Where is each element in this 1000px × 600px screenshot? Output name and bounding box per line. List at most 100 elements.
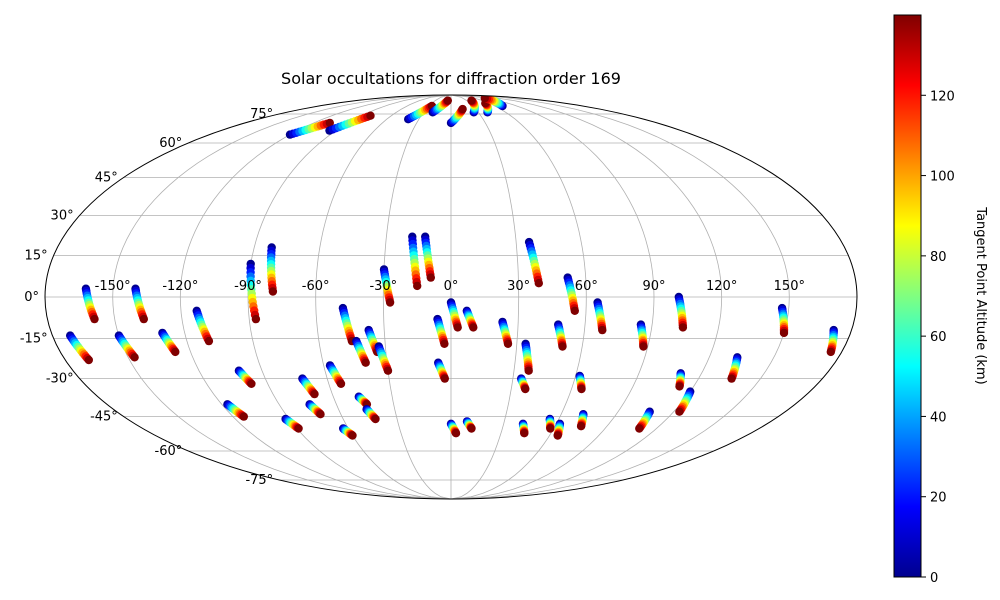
track-point xyxy=(635,424,644,433)
occultation-track xyxy=(462,306,478,332)
track-point xyxy=(413,281,422,291)
longitude-tick-label: -120° xyxy=(162,279,198,294)
track-point xyxy=(440,374,449,383)
occultation-track xyxy=(325,111,375,135)
colorbar-label: Tangent Point Altitude (km) xyxy=(973,206,988,384)
occultation-track xyxy=(192,306,214,346)
longitude-tick-label: 30° xyxy=(507,279,530,294)
track-point xyxy=(90,314,99,324)
track-point xyxy=(546,424,555,433)
colorbar-tick-label: 20 xyxy=(930,491,947,506)
track-point xyxy=(366,111,375,120)
longitude-gridline xyxy=(450,95,520,499)
latitude-tick-label: -75° xyxy=(245,473,273,488)
colorbar-tick-label: 0 xyxy=(930,571,938,586)
occultation-track xyxy=(462,417,476,433)
track-point xyxy=(239,412,248,421)
track-point xyxy=(251,314,261,324)
track-point xyxy=(294,424,303,433)
track-point xyxy=(467,96,476,105)
latitude-tick-label: -30° xyxy=(46,372,74,387)
colorbar-tick-label: 40 xyxy=(930,410,947,425)
track-point xyxy=(204,336,214,346)
occultation-track xyxy=(325,361,346,388)
occultation-track xyxy=(298,374,319,399)
occultation-track xyxy=(433,314,449,348)
occultation-track xyxy=(675,369,685,391)
longitude-tick-label: -90° xyxy=(234,279,262,294)
track-point xyxy=(426,273,435,282)
track-point xyxy=(553,431,562,440)
longitude-tick-label: 60° xyxy=(575,279,598,294)
occultation-track xyxy=(114,331,139,362)
occultation-track xyxy=(521,339,533,375)
occultation-track xyxy=(305,400,325,419)
occultation-track xyxy=(727,353,742,383)
track-point xyxy=(316,410,325,419)
track-point xyxy=(467,424,476,433)
track-point xyxy=(453,323,462,332)
track-point xyxy=(361,358,370,367)
occultation-track xyxy=(524,237,543,288)
track-point xyxy=(576,422,586,431)
colorbar-tick-label: 80 xyxy=(930,250,947,265)
longitude-gridline xyxy=(247,95,452,499)
track-point xyxy=(558,342,567,351)
longitude-gridline xyxy=(450,95,655,499)
latitude-tick-label: 45° xyxy=(95,170,118,185)
occultation-track xyxy=(81,284,99,324)
colorbar-tick-label: 60 xyxy=(930,330,947,345)
track-point xyxy=(469,323,478,332)
track-point xyxy=(727,374,736,383)
track-point xyxy=(268,287,278,296)
track-point xyxy=(171,347,180,357)
occultation-tracks xyxy=(66,95,838,440)
colorbar-ticks: 0 20 40 60 80 100 120 xyxy=(921,89,955,586)
track-point xyxy=(130,353,139,362)
longitude-gridline xyxy=(112,95,452,499)
occultation-track xyxy=(131,284,148,324)
occultation-track xyxy=(362,405,380,424)
occultation-track xyxy=(374,342,393,375)
occultation-track xyxy=(339,424,357,440)
latitude-tick-label: 60° xyxy=(159,136,182,151)
occultation-track xyxy=(404,101,437,124)
track-point xyxy=(443,96,452,105)
track-point xyxy=(325,118,334,128)
occultation-track xyxy=(545,414,555,433)
occultation-track xyxy=(285,118,334,139)
occultation-track xyxy=(480,95,507,111)
occultation-track xyxy=(777,303,789,338)
occultation-track xyxy=(66,331,94,365)
track-point xyxy=(503,339,513,348)
track-point xyxy=(348,431,357,440)
track-point xyxy=(84,355,94,365)
track-point xyxy=(440,339,449,348)
occultation-track xyxy=(446,419,461,438)
track-point xyxy=(577,384,586,394)
track-point xyxy=(520,429,529,438)
occultation-track xyxy=(576,410,588,431)
longitude-gridline xyxy=(450,95,790,499)
longitude-tick-label: 90° xyxy=(642,279,665,294)
track-point xyxy=(826,347,835,357)
longitude-tick-label: -30° xyxy=(369,279,397,294)
occultation-track xyxy=(434,358,449,383)
occultation-track xyxy=(593,298,607,335)
latitude-tick-label: -15° xyxy=(20,331,48,346)
graticule xyxy=(45,95,857,499)
occultation-track xyxy=(518,419,529,438)
longitude-gridline xyxy=(382,95,452,499)
latitude-tick-labels: -75° -60° -45° -30° -15° 0° 15° 30° 45° 60° 75° xyxy=(20,107,273,488)
colorbar-tick-label: 100 xyxy=(930,170,955,185)
track-point xyxy=(524,366,533,375)
occultation-track xyxy=(408,232,422,291)
occultation-track xyxy=(379,265,395,307)
occultation-track xyxy=(467,96,479,117)
occultation-track xyxy=(223,400,248,421)
colorbar-tick-label: 120 xyxy=(930,89,955,104)
map-boundary xyxy=(44,94,858,500)
occultation-track xyxy=(352,336,370,367)
longitude-gridline xyxy=(179,95,452,499)
